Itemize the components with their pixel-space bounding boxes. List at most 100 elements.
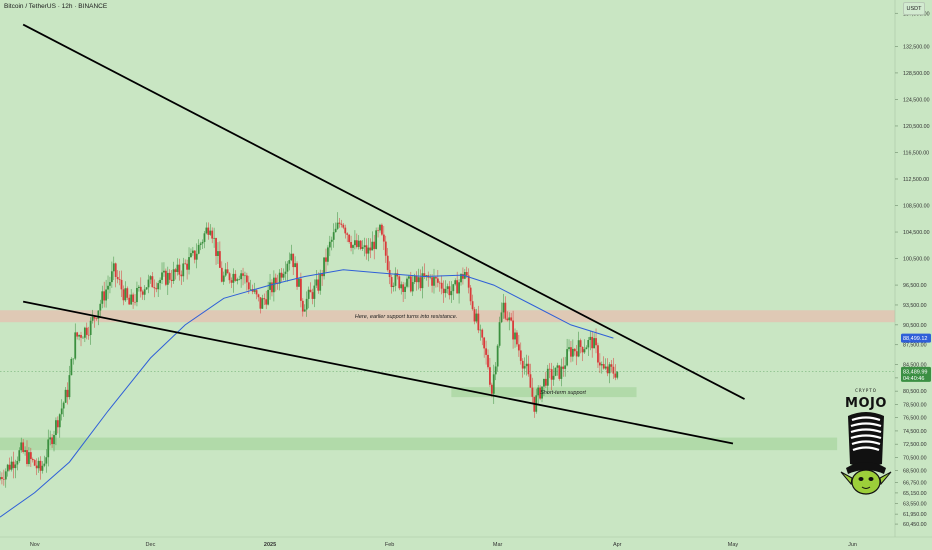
- candle-body: [53, 435, 55, 445]
- price-tick-label: 70,500.00: [903, 455, 927, 461]
- candle-body: [280, 272, 283, 278]
- candle-body: [415, 275, 418, 283]
- candle-body: [222, 275, 225, 282]
- candle-body: [328, 241, 331, 248]
- candle-body: [114, 263, 117, 277]
- candle-body: [354, 240, 356, 246]
- candle-body: [585, 347, 588, 350]
- candle-body: [502, 302, 505, 313]
- candle-body: [236, 279, 239, 281]
- candle-body: [290, 253, 293, 261]
- candle-body: [78, 334, 80, 337]
- candle-body: [4, 471, 7, 480]
- price-tick-label: 78,500.00: [903, 402, 927, 408]
- price-tick-label: 120,500.00: [903, 124, 930, 130]
- candle-body: [384, 241, 387, 256]
- price-tick-label: 116,500.00: [903, 150, 929, 156]
- candle-body: [614, 373, 617, 378]
- candle-body: [323, 257, 325, 277]
- last-price-label: 83,489.99: [903, 369, 927, 375]
- candle-body: [1, 477, 3, 479]
- candle-body: [68, 375, 71, 398]
- price-tick-label: 80,500.00: [903, 389, 927, 395]
- candle-body: [442, 288, 445, 294]
- candle-body: [141, 291, 144, 295]
- candle-body: [510, 317, 513, 321]
- candle-body: [93, 316, 96, 319]
- candle-body: [149, 276, 152, 280]
- currency-button[interactable]: USDT: [903, 2, 925, 15]
- candle-body: [525, 363, 528, 367]
- price-tags: 88,499.12 83,489.99 04:40:46: [901, 333, 931, 382]
- candle-body: [10, 461, 13, 470]
- candle-body: [500, 312, 503, 323]
- last-price-tag: [901, 366, 931, 382]
- time-tick-label: Mar: [493, 542, 503, 548]
- candle-body: [29, 452, 32, 459]
- candle-body: [247, 282, 250, 290]
- candle-body: [365, 245, 368, 254]
- time-tick-label: Apr: [613, 542, 622, 548]
- price-tick-label: 104,500.00: [903, 230, 930, 236]
- candle-body: [60, 408, 63, 415]
- candle-body: [226, 269, 229, 274]
- candle-body: [421, 273, 424, 289]
- candle-body: [610, 364, 613, 367]
- candle-body: [539, 387, 541, 399]
- candle-body: [541, 386, 543, 399]
- candle-body: [300, 278, 302, 301]
- price-tick-label: 100,500.00: [903, 257, 930, 263]
- candle-body: [435, 277, 437, 279]
- time-tick-label: 2025: [264, 542, 276, 548]
- candle-body: [234, 273, 237, 281]
- candle-body: [284, 271, 287, 274]
- candle-body: [602, 364, 605, 369]
- candle-body: [37, 460, 40, 469]
- candle-body: [342, 224, 345, 228]
- candle-body: [313, 285, 316, 299]
- support-note: Short-term support: [540, 390, 586, 396]
- candle-body: [107, 285, 109, 290]
- candle-body: [458, 282, 460, 294]
- candle-body: [597, 345, 599, 363]
- candle-body: [550, 369, 553, 380]
- candle-body: [382, 234, 385, 242]
- candle-body: [548, 368, 551, 370]
- candle-body: [28, 452, 30, 465]
- candle-body: [481, 329, 484, 338]
- price-tick-label: 84,500.00: [903, 363, 927, 369]
- candle-body: [402, 284, 405, 292]
- candle-body: [446, 286, 449, 289]
- candle-body: [147, 279, 150, 288]
- candle-body: [274, 277, 277, 284]
- candle-body: [110, 271, 113, 283]
- candle-body: [41, 465, 44, 471]
- candle-body: [191, 250, 194, 254]
- candle-body: [271, 282, 273, 293]
- candle-body: [429, 277, 432, 278]
- candle-body: [207, 227, 210, 235]
- candle-body: [99, 303, 102, 311]
- candle-body: [80, 334, 82, 338]
- candle-body: [460, 274, 462, 283]
- candle-body: [419, 277, 422, 289]
- candle-body: [390, 277, 393, 288]
- candle-body: [558, 365, 561, 379]
- candle-body: [325, 257, 327, 262]
- candle-body: [456, 280, 459, 294]
- candle-body: [359, 240, 362, 249]
- candle-body: [560, 366, 563, 379]
- candle-body: [143, 289, 146, 295]
- time-tick-label: Jun: [848, 542, 857, 548]
- candle-body: [269, 282, 271, 290]
- candle-body: [340, 223, 343, 225]
- candle-body: [82, 337, 84, 339]
- candle-body: [332, 232, 335, 240]
- candle-body: [139, 286, 142, 292]
- candle-body: [132, 294, 134, 302]
- crypto-mojo-logo: CRYPTO MOJO: [838, 388, 894, 496]
- candle-body: [371, 241, 374, 251]
- candle-body: [317, 279, 320, 291]
